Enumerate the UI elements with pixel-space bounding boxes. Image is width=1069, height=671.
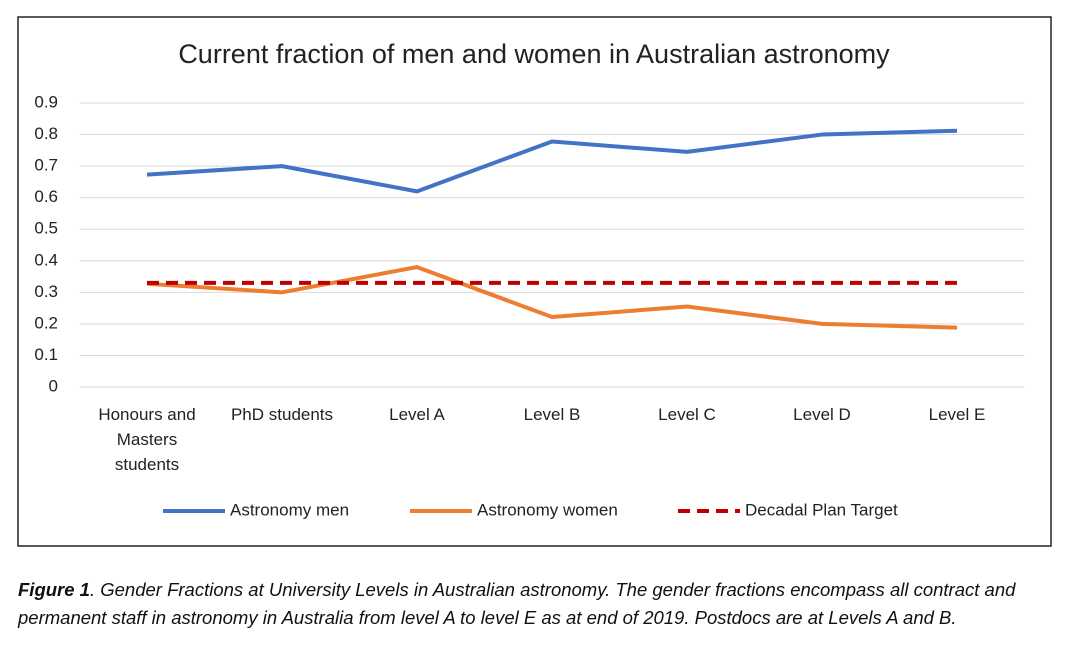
x-tick-label: Level C [658,405,716,424]
x-tick-label: Honours and Masters students [98,405,196,474]
legend-label: Decadal Plan Target [745,500,898,519]
caption: Figure 1. Gender Fractions at University… [18,576,1063,632]
y-tick-label: 0.5 [34,219,58,238]
y-tick-label: 0.2 [34,313,58,332]
y-tick-label: 0.3 [34,282,58,301]
y-tick-label: 0.6 [34,187,58,206]
y-tick-label: 0 [49,376,58,395]
y-tick-label: 0.4 [34,250,58,269]
chart-title: Current fraction of men and women in Aus… [178,39,890,69]
caption-label: Figure 1 [18,579,90,600]
x-tick-label: Level B [523,405,581,424]
x-tick-label: Level E [928,405,986,424]
x-tick-label: Level A [389,405,445,424]
x-tick-label: Level D [793,405,851,424]
y-tick-label: 0.8 [34,124,58,143]
series-line [146,128,958,194]
y-tick-label: 0.9 [34,92,58,111]
legend-label: Astronomy men [230,500,349,519]
chart: Current fraction of men and women in Aus… [17,16,1052,547]
legend-label: Astronomy women [477,500,618,519]
y-tick-label: 0.1 [34,345,58,364]
series-line [146,265,958,330]
y-tick-label: 0.7 [34,156,58,175]
x-tick-label: PhD students [230,405,334,424]
caption-text: . Gender Fractions at University Levels … [18,579,1016,628]
